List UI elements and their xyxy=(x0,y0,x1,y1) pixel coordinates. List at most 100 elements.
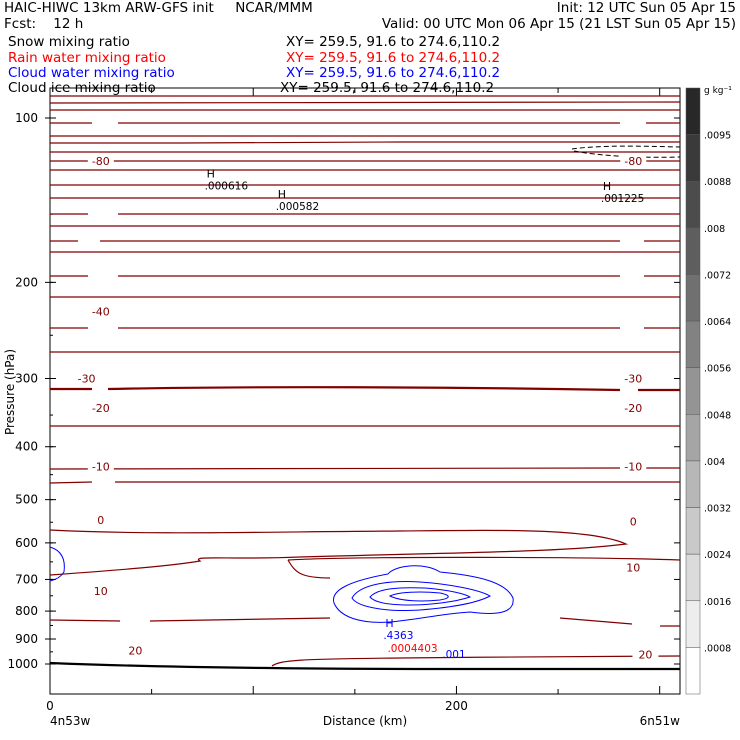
colorbar-label: .0016 xyxy=(704,597,731,608)
temperature-label: -40 xyxy=(92,305,110,318)
y-axis-label: Pressure (hPa) xyxy=(3,349,17,435)
temperature-label: -10 xyxy=(624,461,642,474)
temperature-contours xyxy=(49,95,681,671)
y-tick-label: 400 xyxy=(15,440,38,454)
y-tick-label: 800 xyxy=(15,604,38,618)
colorbar-segment xyxy=(685,460,701,508)
max-value-label: .000582 xyxy=(276,201,319,213)
plot-frame xyxy=(49,87,681,695)
isotherm-line xyxy=(287,556,681,561)
max-marker: H xyxy=(278,188,286,201)
colorbar-segment xyxy=(685,134,701,182)
field-xy-rain: XY= 259.5, 91.6 to 274.6,110.2 xyxy=(286,50,501,66)
cloud-water-contour xyxy=(49,546,65,582)
colorbar: .0095 .0088 .008 .0072 .0064 .0056 .0048 .004 .0… xyxy=(685,87,731,695)
isotherm-line xyxy=(50,386,680,392)
colorbar-segment xyxy=(685,647,701,695)
temperature-label: -30 xyxy=(624,373,642,386)
header-valid-time: Valid: 00 UTC Mon 06 Apr 15 (21 LST Sun … xyxy=(381,16,736,32)
y-tick-label: 300 xyxy=(15,372,38,386)
isotherm-line xyxy=(287,559,331,579)
temperature-label: 0 xyxy=(97,514,104,527)
max-value-label: .4363 xyxy=(383,630,413,642)
colorbar-label: .0088 xyxy=(704,177,731,188)
temp-label-bg xyxy=(620,371,647,385)
temp-label-bg xyxy=(73,371,100,385)
temperature-label: 10 xyxy=(94,585,108,598)
y-tick-label: 900 xyxy=(15,632,38,646)
y-tick-label: 700 xyxy=(15,572,38,586)
header-init-time: Init: 12 UTC Sun 05 Apr 15 xyxy=(556,0,736,16)
colorbar-unit: g kg⁻¹ xyxy=(704,86,732,96)
max-marker: H xyxy=(385,617,393,630)
colorbar-segment xyxy=(685,274,701,322)
colorbar-label: .0072 xyxy=(704,270,731,281)
temp-label-bg xyxy=(87,459,114,473)
temp-label-bg xyxy=(87,583,114,597)
field-name-snow: Snow mixing ratio xyxy=(8,34,130,50)
colorbar-label: .0095 xyxy=(704,131,731,142)
y-tick-label: 100 xyxy=(15,111,38,125)
y-tick-label: 1000 xyxy=(7,657,38,671)
temp-label-bg xyxy=(620,560,647,574)
cloud-water-contour xyxy=(351,581,492,611)
colorbar-segment xyxy=(685,87,701,135)
field-xy-snow: XY= 259.5, 91.6 to 274.6,110.2 xyxy=(286,34,501,50)
max-value-label: .001225 xyxy=(601,193,644,205)
temp-label-bg xyxy=(620,401,647,415)
field-xy-cloud-water: XY= 259.5, 91.6 to 274.6,110.2 xyxy=(286,65,501,81)
cloud-water-contour xyxy=(369,587,472,606)
colorbar-label: .008 xyxy=(704,224,725,235)
x-axis-start-location: 4n53w xyxy=(50,714,91,728)
cloud-water-contour xyxy=(388,591,449,602)
field-name-cloud-water: Cloud water mixing ratio xyxy=(8,65,175,81)
colorbar-segment xyxy=(685,553,701,602)
temp-label-bg xyxy=(620,514,647,528)
x-tick-label: 200 xyxy=(445,699,468,713)
colorbar-label: .0024 xyxy=(704,550,731,561)
colorbar-label: .0048 xyxy=(704,410,731,421)
colorbar-label: .0056 xyxy=(704,364,731,375)
colorbar-segment xyxy=(685,320,701,368)
temperature-label: -80 xyxy=(624,155,642,168)
max-value-label: .0004403 xyxy=(387,643,437,655)
isotherm-line xyxy=(50,141,680,144)
x-axis: 0 200 xyxy=(46,88,661,713)
cloud-water-contour xyxy=(333,565,514,623)
colorbar-label: .0008 xyxy=(704,643,731,654)
temp-label-bg xyxy=(620,154,647,168)
temp-label-bg xyxy=(87,154,114,168)
max-marker: H xyxy=(207,168,215,181)
y-tick-label: 500 xyxy=(15,493,38,507)
temp-label-bg xyxy=(122,643,149,657)
colorbar-segment xyxy=(685,600,701,648)
max-marker: H xyxy=(603,180,611,193)
field-name-rain: Rain water mixing ratio xyxy=(8,50,166,66)
x-axis-label: Distance (km) xyxy=(323,714,407,728)
x-axis-end-location: 6n51w xyxy=(640,714,681,728)
isotherm-line xyxy=(49,617,680,627)
colorbar-label: .004 xyxy=(704,457,725,468)
colorbar-label: .0032 xyxy=(704,504,731,515)
colorbar-segment xyxy=(685,414,701,462)
header-title: HAIC-HIWC 13km ARW-GFS init NCAR/MMM xyxy=(4,0,313,16)
isotherm-line xyxy=(49,529,629,576)
temperature-contour-labels: -80 -80 -40 -30 -30 -20 -20 -10 -10 0 0 10 10 20 20 xyxy=(73,154,659,661)
temperature-label: 20 xyxy=(638,648,652,661)
colorbar-segment xyxy=(685,227,701,275)
temp-label-bg xyxy=(620,459,647,473)
x-tick-label: 0 xyxy=(46,699,54,713)
colorbar-segment xyxy=(685,367,701,415)
temp-label-bg xyxy=(87,401,114,415)
isotherm-line xyxy=(49,101,681,104)
temperature-label: 10 xyxy=(626,561,640,574)
max-value-label: .000616 xyxy=(205,181,249,193)
temperature-label: -20 xyxy=(92,402,110,415)
temp-label-bg xyxy=(632,647,659,661)
temperature-label: -30 xyxy=(78,373,96,386)
max-value-label: .001 xyxy=(442,649,465,661)
header-forecast-hour: Fcst: 12 h xyxy=(4,16,84,32)
temperature-label: -20 xyxy=(624,402,642,415)
isotherm-line xyxy=(271,655,681,667)
